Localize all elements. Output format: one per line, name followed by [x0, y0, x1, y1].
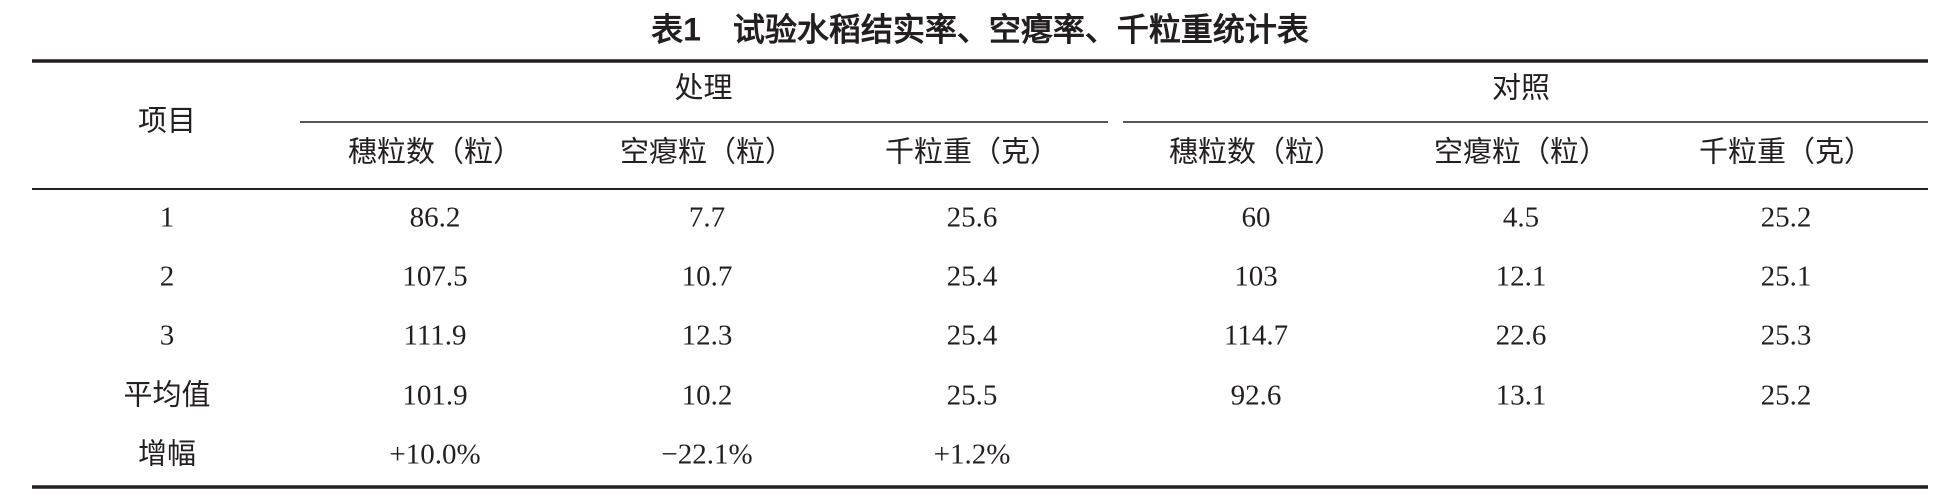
cell: 25.2	[1761, 380, 1812, 412]
column-header: 千粒重（克）	[1699, 136, 1873, 169]
cell: 25.1	[1761, 261, 1812, 293]
row-label: 1	[160, 202, 175, 234]
row-label: 平均值	[123, 379, 210, 412]
cell: 25.3	[1761, 320, 1812, 352]
cell: 25.4	[947, 320, 998, 352]
column-header: 穗粒数（粒）	[348, 136, 522, 169]
cell: −22.1%	[661, 439, 752, 471]
cell: +10.0%	[389, 439, 480, 471]
cell: 92.6	[1231, 380, 1282, 412]
cell: 111.9	[403, 320, 466, 352]
cell: 13.1	[1496, 380, 1547, 412]
cell: 10.2	[682, 380, 733, 412]
column-header: 千粒重（克）	[885, 136, 1059, 169]
cell: 12.1	[1496, 261, 1547, 293]
cell: 101.9	[402, 380, 467, 412]
cell: 25.4	[947, 261, 998, 293]
column-header: 穗粒数（粒）	[1169, 136, 1343, 169]
cell: 60	[1242, 202, 1271, 234]
cell: 25.2	[1761, 202, 1812, 234]
cell: +1.2%	[934, 439, 1011, 471]
cell: 107.5	[402, 261, 467, 293]
cell: 12.3	[682, 320, 733, 352]
row-label: 增幅	[138, 438, 196, 471]
cell: 7.7	[689, 202, 725, 234]
group-header: 处理	[674, 72, 732, 105]
cell: 25.5	[947, 380, 998, 412]
column-header: 空瘪粒（粒）	[1434, 136, 1608, 169]
table-title: 表1 试验水稻结实率、空瘪率、千粒重统计表	[651, 11, 1309, 47]
cell: 103	[1234, 261, 1278, 293]
row-label: 2	[160, 261, 175, 293]
cell: 25.6	[947, 202, 998, 234]
group-header: 对照	[1492, 72, 1550, 105]
cell: 86.2	[410, 202, 461, 234]
cell: 22.6	[1496, 320, 1547, 352]
cell: 10.7	[682, 261, 733, 293]
cell: 4.5	[1503, 202, 1539, 234]
cell: 114.7	[1224, 320, 1288, 352]
item-header: 项目	[138, 106, 196, 138]
row-label: 3	[160, 320, 175, 352]
column-header: 空瘪粒（粒）	[620, 136, 794, 169]
